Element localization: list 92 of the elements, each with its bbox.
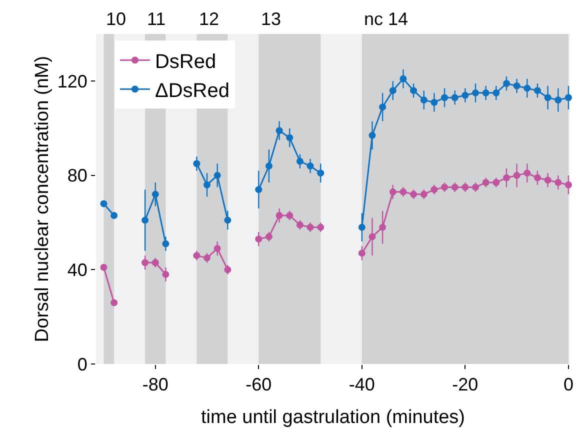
point <box>100 200 108 208</box>
point <box>204 254 211 262</box>
point <box>255 186 262 194</box>
point <box>462 184 469 191</box>
point <box>368 132 376 139</box>
point <box>462 92 469 99</box>
point <box>451 184 458 191</box>
point <box>214 245 221 252</box>
point <box>513 82 520 90</box>
point <box>368 233 376 240</box>
point <box>306 162 314 170</box>
point <box>296 221 304 228</box>
point <box>430 186 438 194</box>
point <box>451 94 458 102</box>
point <box>152 259 159 266</box>
band-label: 11 <box>147 9 166 29</box>
point <box>400 75 407 82</box>
x-axis-title: time until gastrulation (minutes) <box>201 407 465 428</box>
point <box>564 181 572 188</box>
y-tick-label: 0 <box>77 354 88 374</box>
x-tick-label: -20 <box>452 374 478 395</box>
point <box>400 188 407 196</box>
band-label: 13 <box>261 9 282 29</box>
legend-label: ΔDsRed <box>154 80 230 102</box>
point <box>420 190 428 198</box>
point <box>265 233 272 240</box>
point <box>224 266 232 274</box>
point <box>534 174 541 182</box>
point <box>358 250 366 257</box>
point <box>544 94 552 102</box>
point <box>420 96 428 104</box>
band-label: nc 14 <box>364 9 408 29</box>
point <box>224 216 232 224</box>
point <box>554 96 562 104</box>
point <box>513 172 520 179</box>
point <box>502 174 510 182</box>
point <box>492 179 500 186</box>
point <box>204 181 211 188</box>
point <box>379 104 386 111</box>
point <box>482 179 490 186</box>
point <box>286 134 294 142</box>
point <box>142 259 149 266</box>
point <box>306 224 314 231</box>
point <box>296 158 304 165</box>
point <box>524 84 531 92</box>
point <box>410 87 418 94</box>
point <box>214 172 221 179</box>
x-tick-label: -40 <box>348 374 375 395</box>
point <box>564 94 572 102</box>
point <box>152 190 159 198</box>
point <box>544 176 552 184</box>
point <box>441 94 448 102</box>
point <box>389 87 396 94</box>
point <box>255 236 262 243</box>
x-tick-label: -60 <box>246 374 272 395</box>
y-axis-title: Dorsal nuclear concentration (nM) <box>32 56 53 342</box>
y-tick-label: 120 <box>57 71 88 92</box>
legend-label: DsRed <box>154 50 216 73</box>
point <box>410 190 418 198</box>
y-tick-label: 40 <box>67 260 88 280</box>
point <box>430 98 438 106</box>
point <box>379 224 386 231</box>
point <box>441 184 448 191</box>
point <box>317 224 324 231</box>
y-tick-label: 80 <box>67 166 88 186</box>
point <box>265 162 272 170</box>
point <box>286 212 294 219</box>
point <box>162 240 170 248</box>
x-tick-label: 0 <box>563 374 574 395</box>
point <box>110 299 118 306</box>
band-label: 12 <box>199 9 220 29</box>
x-tick-label: -80 <box>142 374 168 395</box>
point <box>110 212 118 219</box>
point <box>193 160 200 168</box>
point <box>276 212 283 219</box>
point <box>142 216 149 224</box>
point <box>482 89 490 96</box>
point <box>492 89 500 96</box>
point <box>472 89 480 96</box>
point <box>317 170 324 177</box>
point <box>389 188 396 196</box>
band-label: 10 <box>106 9 126 29</box>
point <box>162 270 170 278</box>
point <box>472 184 480 191</box>
point <box>276 127 283 134</box>
point <box>100 264 108 271</box>
point <box>358 224 366 231</box>
point <box>524 170 531 177</box>
point <box>502 80 510 87</box>
point <box>534 87 541 94</box>
point <box>554 179 562 186</box>
point <box>193 252 200 260</box>
